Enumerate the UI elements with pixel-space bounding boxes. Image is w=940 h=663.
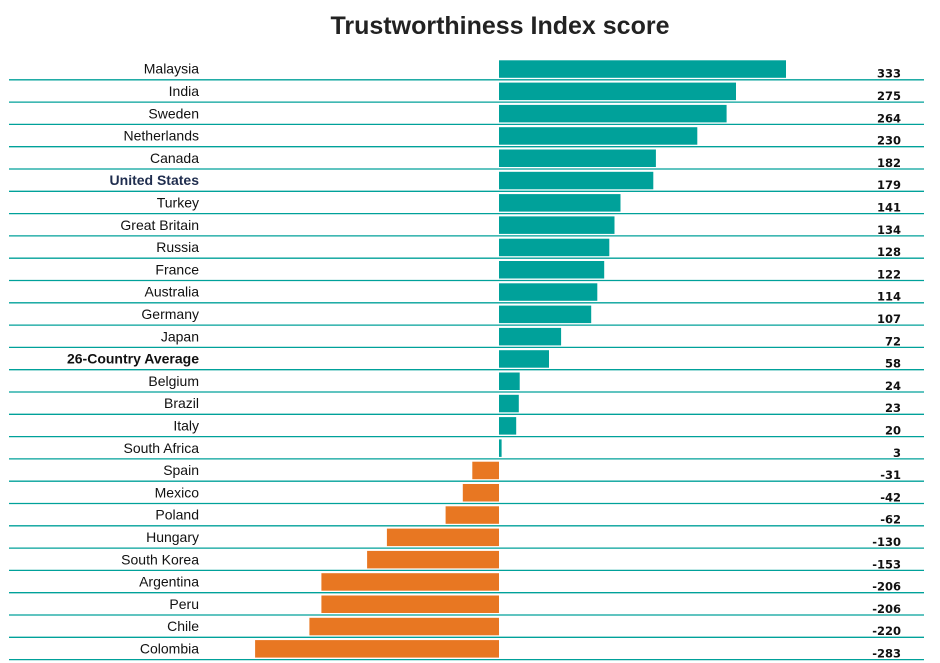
value-label-peru: -206 bbox=[872, 602, 901, 616]
category-label-poland: Poland bbox=[155, 507, 199, 523]
category-label-south-korea: South Korea bbox=[121, 551, 199, 567]
bar-canada bbox=[499, 149, 656, 167]
value-label-russia: 128 bbox=[877, 245, 901, 259]
row-dividers bbox=[9, 79, 924, 661]
bar-peru bbox=[321, 595, 499, 613]
value-label-united-states: 179 bbox=[877, 178, 901, 192]
bar-united-states bbox=[499, 171, 654, 190]
category-label-belgium: Belgium bbox=[148, 373, 199, 389]
value-label-great-britain: 134 bbox=[877, 223, 901, 237]
category-label-south-africa: South Africa bbox=[124, 440, 200, 456]
category-label-great-britain: Great Britain bbox=[120, 217, 199, 233]
value-label-poland: -62 bbox=[880, 513, 901, 527]
category-label-germany: Germany bbox=[141, 306, 199, 322]
bar-france bbox=[499, 261, 605, 279]
category-label-malaysia: Malaysia bbox=[144, 61, 199, 77]
category-label-mexico: Mexico bbox=[155, 484, 200, 500]
bar-brazil bbox=[499, 394, 519, 413]
value-label-italy: 20 bbox=[885, 423, 901, 437]
value-label-belgium: 24 bbox=[885, 379, 901, 393]
value-label-canada: 182 bbox=[877, 156, 901, 170]
value-label-south-korea: -153 bbox=[872, 557, 901, 571]
bar-malaysia bbox=[499, 60, 786, 78]
chart-title: Trustworthiness Index score bbox=[330, 12, 670, 40]
bar-spain bbox=[472, 461, 499, 480]
category-label-canada: Canada bbox=[150, 150, 199, 166]
bar-belgium bbox=[499, 372, 520, 390]
bar-south-africa bbox=[499, 439, 502, 457]
category-label-spain: Spain bbox=[163, 462, 199, 478]
category-label-russia: Russia bbox=[156, 239, 199, 255]
bars bbox=[255, 60, 786, 658]
value-label-mexico: -42 bbox=[880, 490, 901, 504]
value-labels: 333 275 264 230 182 179 141 134 128 122 114 107 72 58… bbox=[872, 67, 901, 661]
category-label-india: India bbox=[169, 83, 200, 99]
value-label-26-country-average: 58 bbox=[885, 357, 901, 371]
bar-japan bbox=[499, 327, 562, 346]
category-label-japan: Japan bbox=[161, 328, 199, 344]
value-label-hungary: -130 bbox=[872, 535, 901, 549]
category-label-peru: Peru bbox=[169, 596, 199, 612]
bar-germany bbox=[499, 305, 592, 324]
value-label-sweden: 264 bbox=[877, 111, 901, 125]
bar-australia bbox=[499, 283, 598, 301]
bar-hungary bbox=[386, 528, 499, 547]
value-label-india: 275 bbox=[877, 89, 901, 103]
category-label-sweden: Sweden bbox=[148, 105, 199, 121]
category-label-argentina: Argentina bbox=[139, 574, 199, 590]
category-label-france: France bbox=[155, 261, 199, 277]
value-label-turkey: 141 bbox=[877, 201, 901, 215]
bar-poland bbox=[445, 506, 499, 524]
bar-26-country-average bbox=[499, 350, 549, 368]
bar-mexico bbox=[462, 484, 499, 502]
bar-argentina bbox=[321, 573, 499, 591]
bar-chile bbox=[309, 617, 499, 636]
bar-great-britain bbox=[499, 216, 615, 234]
bar-russia bbox=[499, 238, 610, 257]
value-label-germany: 107 bbox=[877, 312, 901, 326]
value-label-malaysia: 333 bbox=[877, 67, 901, 81]
category-label-netherlands: Netherlands bbox=[124, 128, 200, 144]
category-label-italy: Italy bbox=[173, 417, 199, 433]
category-labels: Malaysia India Sweden Netherlands Canada Unit… bbox=[67, 61, 199, 657]
category-label-turkey: Turkey bbox=[157, 195, 199, 211]
value-label-colombia: -283 bbox=[872, 647, 901, 661]
bar-south-korea bbox=[367, 550, 499, 569]
category-label-united-states: United States bbox=[110, 172, 200, 188]
bar-italy bbox=[499, 417, 517, 435]
value-label-argentina: -206 bbox=[872, 580, 901, 594]
value-label-brazil: 23 bbox=[885, 401, 901, 415]
category-label-chile: Chile bbox=[167, 618, 199, 634]
value-label-france: 122 bbox=[877, 267, 901, 281]
category-label-colombia: Colombia bbox=[140, 641, 199, 657]
value-label-netherlands: 230 bbox=[877, 134, 901, 148]
bar-sweden bbox=[499, 104, 727, 123]
category-label-australia: Australia bbox=[145, 284, 200, 300]
value-label-japan: 72 bbox=[885, 334, 901, 348]
bar-india bbox=[499, 82, 736, 101]
value-label-spain: -31 bbox=[880, 468, 901, 482]
category-label-hungary: Hungary bbox=[146, 529, 199, 545]
value-label-south-africa: 3 bbox=[893, 446, 901, 460]
category-label-26-country-average: 26-Country Average bbox=[67, 351, 199, 367]
bar-netherlands bbox=[499, 127, 698, 145]
bar-turkey bbox=[499, 194, 621, 212]
bar-colombia bbox=[255, 640, 499, 658]
value-label-australia: 114 bbox=[877, 290, 901, 304]
value-label-chile: -220 bbox=[872, 624, 901, 638]
category-label-brazil: Brazil bbox=[164, 395, 199, 411]
